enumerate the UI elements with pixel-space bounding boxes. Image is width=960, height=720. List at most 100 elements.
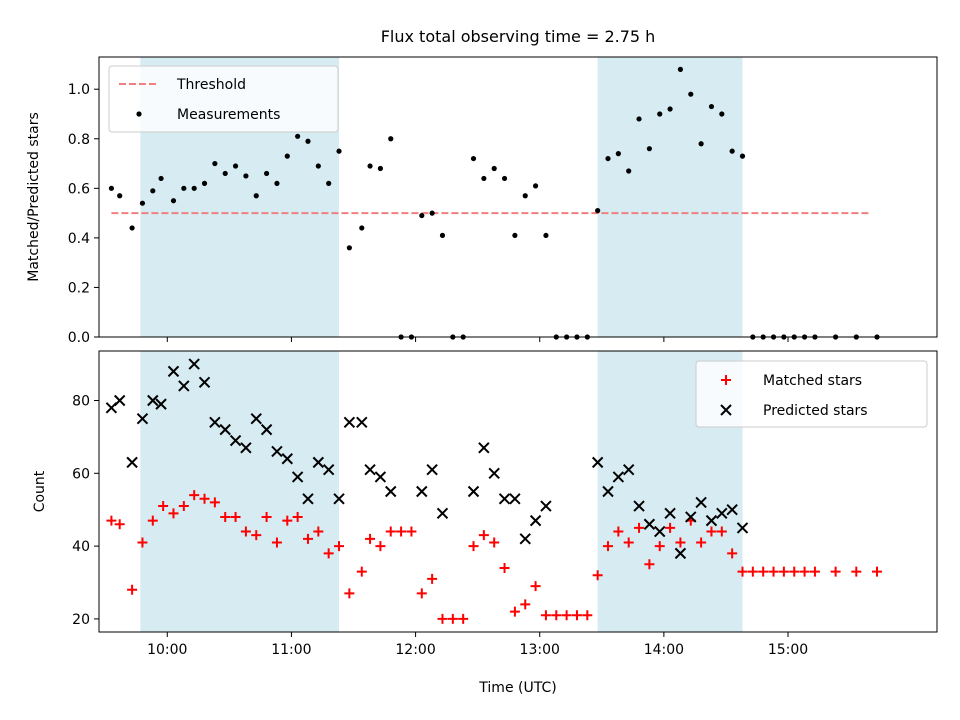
matched-star-point (603, 541, 614, 552)
measurement-point (688, 91, 694, 97)
measurement-point (377, 165, 384, 172)
measurement-point (336, 148, 342, 154)
matched-star-point (747, 566, 758, 577)
matched-star-point (365, 533, 376, 544)
matched-star-point (220, 511, 231, 522)
matched-star-point (478, 530, 489, 541)
predicted-star-point (467, 485, 480, 498)
predicted-star-point (519, 533, 531, 545)
matched-star-point (385, 526, 396, 537)
matched-star-point (334, 541, 345, 552)
matched-star-point (271, 537, 282, 548)
measurement-point (315, 163, 321, 169)
predicted-star-point (198, 376, 211, 389)
y-tick-label: 80 (72, 394, 90, 410)
predicted-star-point (654, 525, 666, 538)
y-tick-label: 40 (72, 539, 90, 555)
predicted-star-point (364, 463, 376, 476)
matched-star-point (851, 566, 862, 577)
predicted-star-point (416, 485, 428, 498)
y-tick-label: 0.8 (68, 132, 90, 148)
measurement-point (543, 232, 549, 239)
predicted-star-point (622, 463, 635, 476)
predicted-star-point (498, 493, 511, 505)
matched-star-point (737, 566, 748, 577)
measurement-point (501, 175, 508, 182)
matched-star-point (799, 566, 810, 577)
matched-star-point (158, 501, 169, 512)
legend-measurement-swatch (136, 111, 142, 117)
y-tick-label: 0.6 (68, 181, 90, 197)
matched-star-point (644, 559, 655, 570)
matched-star-point (489, 537, 500, 548)
measurement-point (108, 185, 115, 191)
matched-star-point (178, 501, 189, 512)
count-axes-frame (98, 350, 938, 633)
measurement-point (646, 146, 652, 152)
predicted-star-point (540, 500, 552, 512)
predicted-star-point (271, 445, 283, 458)
predicted-star-point (633, 500, 645, 512)
legend-matched-label: Matched stars (763, 373, 862, 389)
measurement-point (359, 225, 365, 231)
matched-star-point (137, 537, 148, 548)
measurement-point (201, 180, 208, 186)
x-tick-label: 15:00 (768, 642, 808, 658)
ratio-y-ticks: 0.0 0.2 0.4 0.6 0.8 1.0 (68, 82, 99, 346)
y-tick-label: 0.4 (68, 231, 90, 247)
matched-star-point (292, 511, 303, 522)
count-x-ticks: 10:00 11:00 12:00 13:00 14:00 15:00 (147, 632, 808, 658)
matched-star-point (240, 526, 251, 537)
matched-star-point (230, 511, 241, 522)
measurement-point (284, 153, 290, 159)
measurement-point (117, 193, 123, 199)
matched-star-point (251, 530, 262, 541)
predicted-star-point (695, 496, 707, 509)
matched-star-point (768, 566, 779, 577)
matched-star-point (199, 493, 210, 504)
predicted-star-point (664, 507, 676, 520)
matched-star-point (561, 610, 572, 621)
legend-measurement-label: Measurements (177, 107, 280, 123)
measurement-point (615, 151, 621, 157)
measurement-point (429, 210, 435, 216)
measurement-point (677, 66, 684, 72)
measurement-point (181, 185, 187, 191)
predicted-star-point (529, 514, 542, 527)
matched-star-point (302, 533, 313, 544)
matched-star-point (758, 566, 769, 577)
predicted-star-point (343, 416, 356, 429)
predicted-star-point (322, 463, 335, 476)
predicted-star-point (147, 394, 159, 407)
measurement-point (698, 141, 704, 147)
measurement-point (532, 183, 539, 189)
ratio-panel: 0.0 0.2 0.4 0.6 0.8 1.0 Matched/Predicted sta… (26, 56, 938, 346)
measurement-point (708, 103, 715, 110)
x-tick-label: 12:00 (395, 642, 435, 658)
matched-star-point (520, 599, 531, 610)
matched-star-point (778, 566, 789, 577)
predicted-star-point (302, 493, 314, 505)
matched-star-point (530, 581, 541, 592)
predicted-star-point (643, 518, 656, 530)
measurement-point (367, 163, 373, 169)
count-points (105, 358, 882, 624)
predicted-star-point (260, 423, 273, 436)
x-tick-label: 10:00 (147, 642, 187, 658)
predicted-star-point (188, 358, 200, 370)
predicted-star-point (674, 547, 687, 560)
predicted-star-point (291, 471, 304, 483)
matched-star-point (571, 610, 582, 621)
measurement-point (150, 188, 156, 194)
predicted-star-point (426, 463, 438, 476)
matched-star-point (189, 490, 200, 501)
measurement-point (326, 180, 332, 186)
measurement-point (491, 165, 497, 172)
predicted-star-point (312, 456, 325, 469)
predicted-star-point (178, 380, 190, 392)
matched-star-point (427, 573, 438, 584)
matched-star-point (665, 522, 676, 533)
measurement-point (170, 198, 177, 204)
measurement-point (388, 136, 394, 142)
predicted-star-point (281, 453, 293, 465)
